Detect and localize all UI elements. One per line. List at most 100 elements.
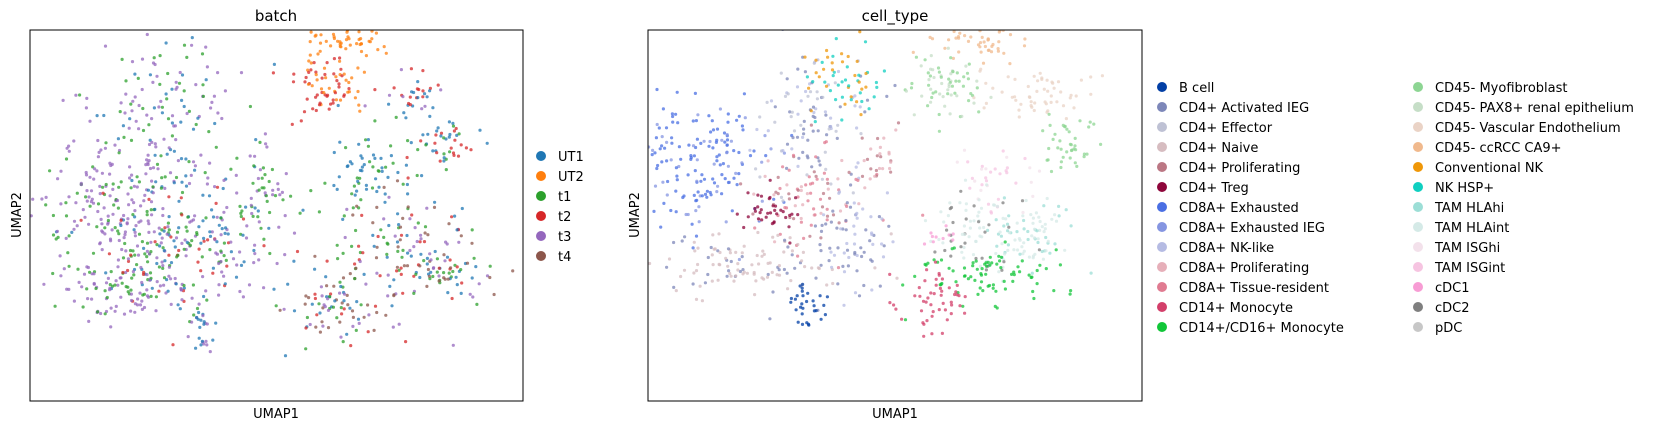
batch-point — [161, 266, 165, 270]
batch-point — [314, 70, 318, 74]
cell-type-point — [766, 261, 770, 265]
cell-type-point — [1048, 123, 1052, 127]
batch-point — [85, 287, 89, 291]
batch-point — [248, 154, 252, 158]
batch-point — [135, 185, 139, 189]
cell-type-point — [901, 283, 905, 287]
batch-point — [220, 116, 224, 121]
batch-point — [290, 122, 294, 126]
batch-point — [355, 176, 359, 180]
batch-point — [126, 217, 130, 221]
batch-point — [126, 268, 130, 273]
cell-type-point — [682, 268, 687, 272]
batch-point — [289, 194, 293, 198]
batch-point — [360, 156, 364, 160]
cell-type-point — [940, 289, 944, 293]
batch-point — [392, 278, 396, 282]
cell-type-point — [787, 225, 791, 229]
batch-point — [442, 271, 446, 275]
cell-type-point — [998, 172, 1002, 176]
batch-point — [371, 153, 376, 157]
batch-point — [405, 155, 409, 160]
cell-type-point — [843, 102, 847, 106]
cell-type-legend-marker — [1413, 102, 1423, 112]
batch-point — [194, 25, 197, 28]
batch-point — [435, 270, 439, 274]
batch-point — [351, 324, 355, 328]
cell-type-point — [1045, 196, 1049, 201]
cell-type-x-axis-label: UMAP1 — [872, 407, 918, 422]
cell-type-legend-label: Conventional NK — [1435, 161, 1544, 176]
cell-type-point — [947, 82, 951, 86]
batch-point — [421, 69, 425, 73]
batch-point — [114, 304, 118, 308]
cell-type-point — [940, 281, 944, 286]
cell-type-point — [762, 277, 766, 281]
batch-point — [205, 65, 209, 69]
batch-point — [129, 186, 133, 190]
batch-point — [443, 259, 447, 263]
batch-point — [140, 87, 144, 92]
batch-point — [140, 299, 144, 303]
batch-point — [386, 294, 390, 298]
cell-type-point — [978, 264, 983, 268]
cell-type-point — [952, 30, 956, 34]
batch-point — [161, 264, 165, 268]
cell-type-point — [992, 203, 996, 207]
cell-type-point — [725, 138, 730, 142]
batch-point — [409, 141, 413, 145]
cell-type-point — [1064, 208, 1068, 212]
batch-point — [133, 230, 137, 234]
cell-type-point — [1026, 84, 1030, 89]
batch-point — [104, 141, 108, 145]
batch-point — [425, 206, 429, 210]
batch-point — [90, 297, 94, 301]
batch-point — [131, 99, 135, 103]
cell-type-point — [1006, 229, 1010, 233]
batch-point — [201, 314, 205, 318]
cell-type-point — [667, 257, 672, 261]
cell-type-point — [933, 260, 938, 264]
batch-point — [376, 234, 380, 239]
batch-point — [235, 191, 239, 195]
batch-point — [215, 215, 219, 219]
cell-type-point — [963, 178, 968, 182]
batch-point — [204, 289, 208, 293]
cell-type-legend-label: CD8A+ Exhausted — [1179, 201, 1299, 216]
batch-point — [190, 43, 194, 47]
batch-point — [375, 245, 379, 249]
cell-type-point — [857, 73, 861, 77]
batch-point — [373, 88, 377, 92]
batch-point — [64, 236, 68, 240]
cell-type-point — [725, 274, 729, 278]
batch-point — [190, 36, 194, 40]
batch-point — [431, 274, 435, 279]
batch-point — [310, 302, 314, 306]
cell-type-point — [1065, 127, 1069, 131]
batch-point — [75, 191, 79, 195]
cell-type-legend-label: CD8A+ NK-like — [1179, 241, 1274, 256]
batch-point — [401, 95, 405, 99]
cell-type-point — [961, 304, 965, 308]
batch-point — [353, 193, 357, 197]
cell-type-point — [1059, 160, 1063, 164]
batch-point — [151, 166, 156, 170]
batch-point — [164, 92, 168, 96]
batch-point — [84, 173, 89, 177]
batch-point — [86, 297, 90, 301]
batch-point — [356, 89, 360, 94]
cell-type-point — [783, 94, 788, 98]
batch-point — [184, 254, 188, 258]
cell-type-point — [947, 38, 951, 42]
batch-point — [252, 261, 256, 265]
batch-point — [133, 310, 137, 314]
cell-type-point — [1017, 115, 1021, 119]
batch-point — [389, 154, 393, 158]
batch-plot-frame — [29, 29, 524, 402]
cell-type-point — [787, 168, 791, 172]
batch-point — [410, 213, 414, 217]
batch-point — [155, 261, 159, 266]
batch-point — [350, 76, 354, 80]
cell-type-point — [1023, 37, 1027, 41]
cell-type-point — [659, 225, 663, 229]
